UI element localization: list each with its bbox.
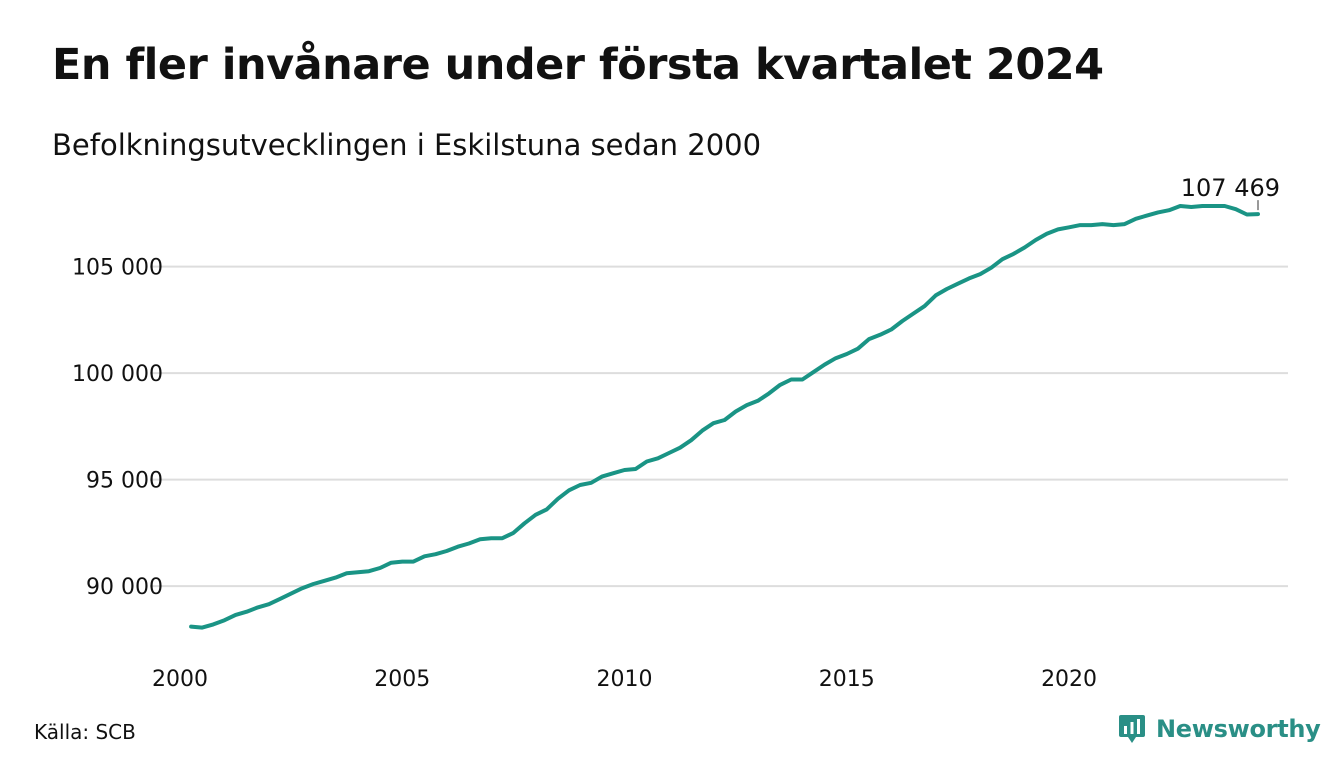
x-axis-tick-labels: 2000 2005 2010 2015 2020 (152, 667, 1097, 692)
y-tick-label: 90 000 (86, 575, 163, 600)
x-tick-label: 2005 (374, 667, 430, 692)
end-value-label: 107 469 (1181, 174, 1280, 202)
y-tick-label: 105 000 (72, 256, 163, 281)
population-line (189, 204, 1260, 630)
y-tick-label: 95 000 (86, 469, 163, 494)
chart-subtitle: Befolkningsutvecklingen i Eskilstuna sed… (52, 128, 762, 162)
x-tick-label: 2000 (152, 667, 208, 692)
brand-name: Newsworthy (1156, 715, 1321, 743)
chart-title: En fler invånare under första kvartalet … (52, 40, 1104, 90)
gridlines (150, 265, 1288, 588)
x-tick-label: 2010 (597, 667, 653, 692)
newsworthy-logo-icon (1119, 715, 1145, 743)
brand-logo[interactable]: Newsworthy (1118, 714, 1321, 744)
y-axis-tick-labels: 90 000 95 000 100 000 105 000 (72, 256, 163, 600)
x-tick-label: 2020 (1041, 667, 1097, 692)
x-tick-label: 2015 (819, 667, 875, 692)
source-note: Källa: SCB (34, 720, 136, 744)
y-tick-label: 100 000 (72, 362, 163, 387)
